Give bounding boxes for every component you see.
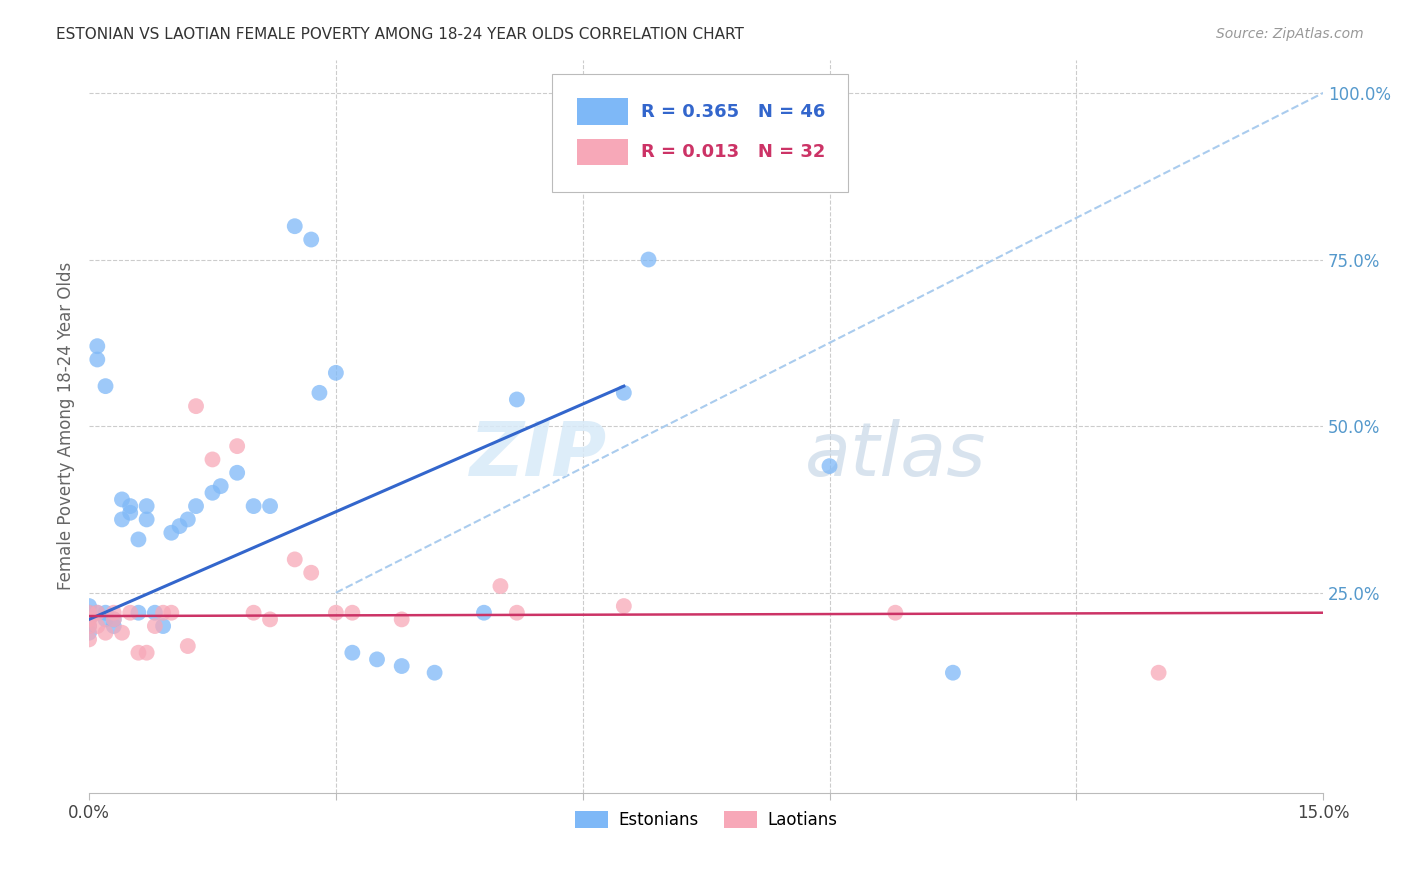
Estonians xyxy=(94,612,117,626)
Estonians xyxy=(143,606,166,620)
Laotians xyxy=(111,625,134,640)
Estonians xyxy=(135,499,157,513)
Estonians xyxy=(613,385,636,400)
Laotians xyxy=(325,606,347,620)
Laotians xyxy=(284,552,307,566)
Laotians xyxy=(299,566,322,580)
Laotians xyxy=(177,639,200,653)
Laotians xyxy=(184,399,207,413)
Estonians xyxy=(299,233,322,247)
Text: ESTONIAN VS LAOTIAN FEMALE POVERTY AMONG 18-24 YEAR OLDS CORRELATION CHART: ESTONIAN VS LAOTIAN FEMALE POVERTY AMONG… xyxy=(56,27,744,42)
Estonians xyxy=(423,665,446,680)
Estonians xyxy=(77,612,100,626)
FancyBboxPatch shape xyxy=(551,74,848,192)
Laotians xyxy=(613,599,636,613)
Estonians xyxy=(169,519,191,533)
Estonians xyxy=(308,385,330,400)
Text: R = 0.013   N = 32: R = 0.013 N = 32 xyxy=(641,143,825,161)
Laotians xyxy=(77,632,100,647)
Estonians xyxy=(86,352,108,367)
Estonians xyxy=(94,379,117,393)
Y-axis label: Female Poverty Among 18-24 Year Olds: Female Poverty Among 18-24 Year Olds xyxy=(58,262,75,591)
Laotians xyxy=(160,606,183,620)
Estonians xyxy=(103,619,125,633)
Estonians xyxy=(77,619,100,633)
Estonians xyxy=(259,499,281,513)
Laotians xyxy=(226,439,249,453)
Laotians xyxy=(884,606,907,620)
FancyBboxPatch shape xyxy=(576,139,628,165)
Text: R = 0.365   N = 46: R = 0.365 N = 46 xyxy=(641,103,825,120)
Laotians xyxy=(135,646,157,660)
Laotians xyxy=(94,625,117,640)
Text: atlas: atlas xyxy=(804,419,986,491)
Estonians xyxy=(127,606,149,620)
Laotians xyxy=(86,619,108,633)
Estonians xyxy=(86,339,108,353)
Estonians xyxy=(325,366,347,380)
Estonians xyxy=(506,392,529,407)
Laotians xyxy=(242,606,264,620)
Estonians xyxy=(160,525,183,540)
Estonians xyxy=(242,499,264,513)
Estonians xyxy=(637,252,659,267)
Estonians xyxy=(942,665,965,680)
Estonians xyxy=(209,479,232,493)
Laotians xyxy=(152,606,174,620)
Estonians xyxy=(103,612,125,626)
Laotians xyxy=(391,612,413,626)
Text: Source: ZipAtlas.com: Source: ZipAtlas.com xyxy=(1216,27,1364,41)
Estonians xyxy=(77,599,100,613)
Estonians xyxy=(111,492,134,507)
Laotians xyxy=(103,612,125,626)
Laotians xyxy=(103,606,125,620)
Estonians xyxy=(135,512,157,526)
Estonians xyxy=(94,606,117,620)
Laotians xyxy=(1147,665,1170,680)
Estonians xyxy=(226,466,249,480)
Estonians xyxy=(391,659,413,673)
Estonians xyxy=(472,606,495,620)
Estonians xyxy=(177,512,200,526)
Estonians xyxy=(120,499,142,513)
Legend: Estonians, Laotians: Estonians, Laotians xyxy=(568,804,844,836)
Estonians xyxy=(152,619,174,633)
Estonians xyxy=(77,606,100,620)
Laotians xyxy=(143,619,166,633)
Estonians xyxy=(86,606,108,620)
Estonians xyxy=(77,625,100,640)
Laotians xyxy=(259,612,281,626)
Estonians xyxy=(111,512,134,526)
Laotians xyxy=(77,606,100,620)
FancyBboxPatch shape xyxy=(576,98,628,125)
Estonians xyxy=(818,459,841,474)
Estonians xyxy=(201,485,224,500)
Laotians xyxy=(201,452,224,467)
Estonians xyxy=(127,533,149,547)
Laotians xyxy=(77,612,100,626)
Estonians xyxy=(366,652,388,666)
Estonians xyxy=(120,506,142,520)
Laotians xyxy=(489,579,512,593)
Estonians xyxy=(184,499,207,513)
Laotians xyxy=(506,606,529,620)
Laotians xyxy=(127,646,149,660)
Laotians xyxy=(120,606,142,620)
Laotians xyxy=(342,606,364,620)
Estonians xyxy=(284,219,307,234)
Text: ZIP: ZIP xyxy=(470,419,607,492)
Laotians xyxy=(86,606,108,620)
Estonians xyxy=(342,646,364,660)
Laotians xyxy=(77,619,100,633)
